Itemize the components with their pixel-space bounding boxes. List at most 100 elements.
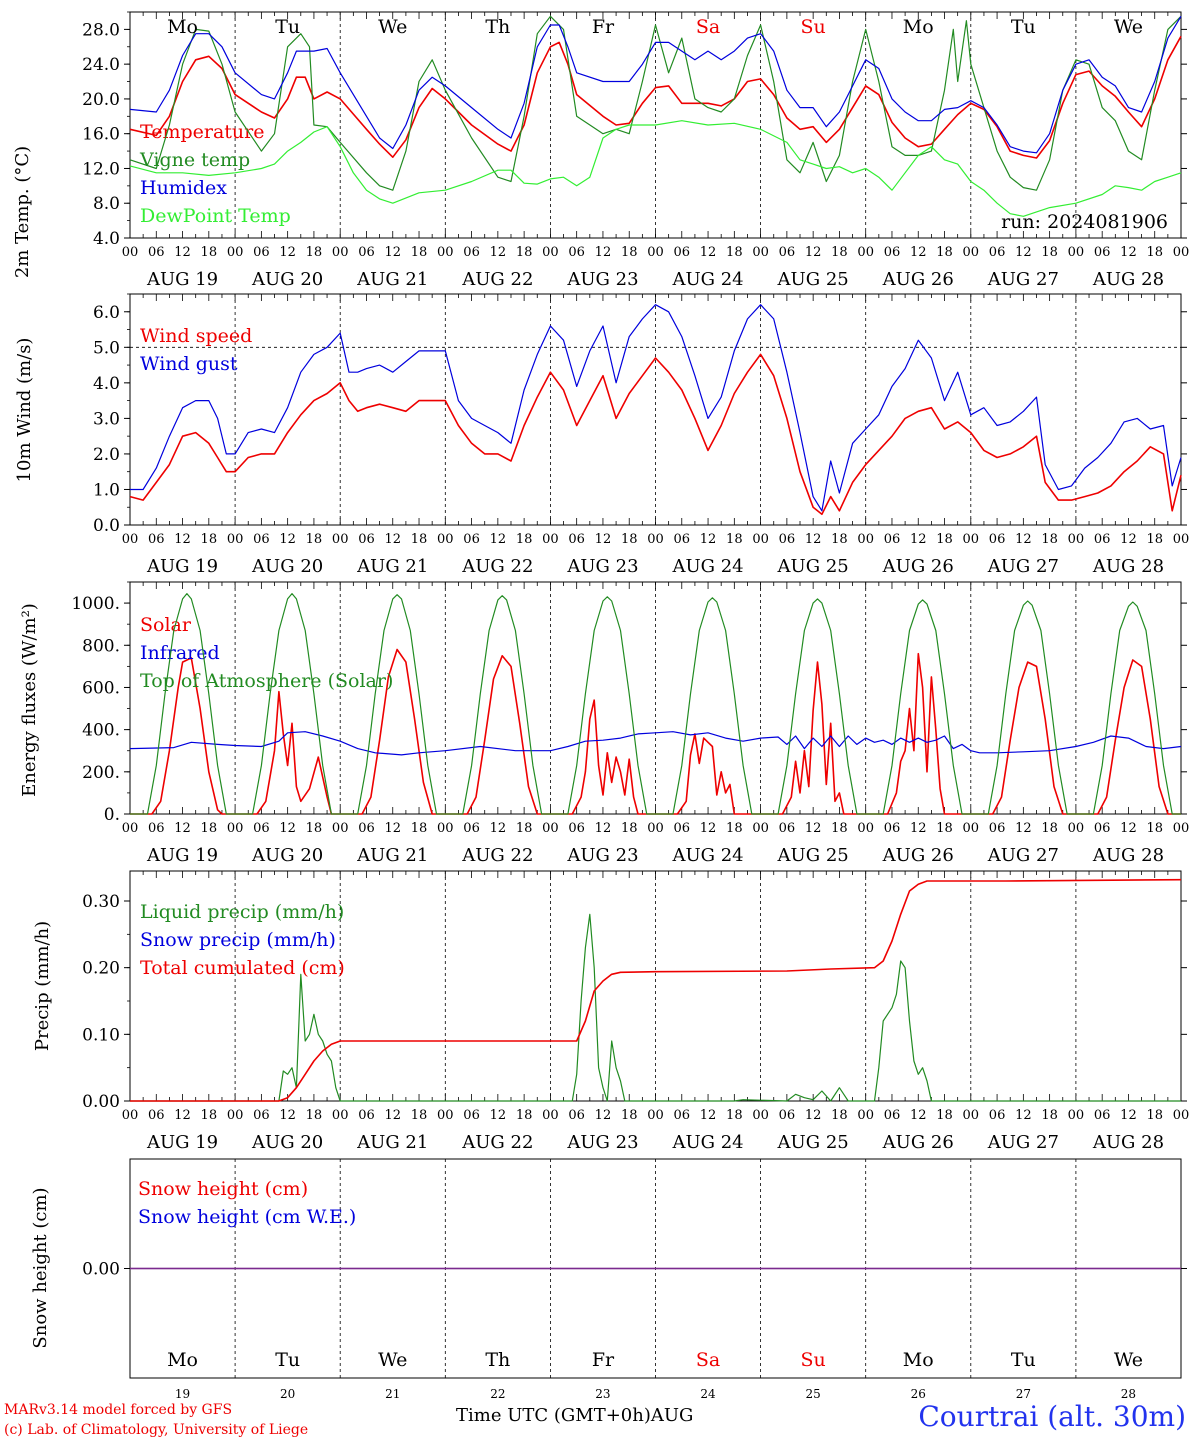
day-number-label: 27	[1016, 1387, 1031, 1401]
legend-entry: Humidex	[140, 177, 227, 199]
x-hour-label: 00	[1173, 532, 1190, 547]
x-hour-label: 12	[490, 532, 507, 547]
x-date-label: AUG 26	[882, 556, 954, 577]
x-hour-label: 18	[411, 532, 428, 547]
x-hour-label: 18	[621, 532, 638, 547]
x-hour-label: 18	[306, 1108, 323, 1123]
x-hour-label: 00	[332, 821, 349, 836]
x-hour-label: 06	[463, 245, 480, 260]
legend-entry: Vigne temp	[139, 149, 250, 171]
x-hour-label: 06	[463, 1108, 480, 1123]
x-hour-label: 18	[201, 532, 218, 547]
legend-entry: DewPoint Temp	[140, 205, 291, 227]
x-hour-label: 00	[752, 821, 769, 836]
x-hour-label: 06	[568, 1108, 585, 1123]
x-hour-label: 12	[910, 532, 927, 547]
x-hour-label: 18	[411, 1108, 428, 1123]
weekday-label: Su	[801, 16, 826, 38]
x-date-label: AUG 19	[146, 845, 218, 866]
credit-lab: (c) Lab. of Climatology, University of L…	[4, 1422, 309, 1438]
x-hour-label: 18	[936, 1108, 953, 1123]
x-hour-label: 12	[384, 245, 401, 260]
day-number-label: 20	[280, 1387, 295, 1401]
y-tick-label: 1.0	[93, 480, 120, 500]
weekday-label: Mo	[167, 1349, 198, 1371]
x-hour-label: 12	[490, 821, 507, 836]
x-hour-label: 12	[1015, 1108, 1032, 1123]
x-hour-label: 00	[542, 532, 559, 547]
x-hour-label: 06	[463, 532, 480, 547]
x-hour-label: 00	[227, 1108, 244, 1123]
x-hour-label: 00	[437, 245, 454, 260]
x-hour-label: 18	[1146, 1108, 1163, 1123]
y-axis-title: 10m Wind (m/s)	[14, 338, 35, 483]
x-axis-label: Time UTC (GMT+0h)AUG	[456, 1405, 693, 1426]
weekday-label: Tu	[1011, 16, 1036, 38]
weekday-label: Th	[485, 16, 510, 38]
series-line-total-cumulated-cm-	[130, 878, 1182, 1102]
credit-model: MARv3.14 model forced by GFS	[4, 1402, 233, 1418]
x-hour-label: 06	[253, 532, 270, 547]
series-line-solar	[130, 648, 1181, 815]
x-hour-label: 00	[963, 245, 980, 260]
x-hour-label: 18	[516, 532, 533, 547]
weekday-label: Su	[801, 1349, 826, 1371]
x-date-label: AUG 24	[671, 1132, 743, 1153]
x-hour-label: 06	[674, 532, 691, 547]
x-hour-label: 12	[595, 245, 612, 260]
x-hour-label: 06	[674, 821, 691, 836]
x-hour-label: 06	[148, 821, 165, 836]
x-hour-label: 00	[542, 821, 559, 836]
x-date-label: AUG 28	[1092, 269, 1164, 290]
y-tick-label: 4.0	[93, 229, 120, 249]
x-hour-label: 18	[1041, 1108, 1058, 1123]
day-number-label: 26	[911, 1387, 926, 1401]
y-tick-label: 0.30	[82, 892, 120, 912]
run-label: run: 2024081906	[1001, 211, 1168, 233]
credits: MARv3.14 model forced by GFS (c) Lab. of…	[4, 1400, 308, 1440]
x-hour-label: 12	[1120, 1108, 1137, 1123]
series-line-liquid-precip-mm-h-	[130, 913, 1181, 1102]
weekday-label: Tu	[275, 16, 300, 38]
x-hour-label: 12	[1120, 532, 1137, 547]
x-hour-label: 00	[857, 532, 874, 547]
x-hour-label: 12	[279, 245, 296, 260]
x-hour-label: 06	[463, 821, 480, 836]
x-hour-label: 18	[831, 821, 848, 836]
weekday-label: Tu	[1011, 1349, 1036, 1371]
x-hour-label: 00	[1173, 245, 1190, 260]
weekday-label: Sa	[696, 1349, 720, 1371]
x-hour-label: 06	[884, 1108, 901, 1123]
x-hour-label: 18	[621, 821, 638, 836]
x-hour-label: 00	[437, 1108, 454, 1123]
x-hour-label: 18	[1146, 532, 1163, 547]
series-line-wind-speed	[129, 353, 1182, 516]
x-hour-label: 00	[1173, 821, 1190, 836]
x-hour-label: 06	[674, 1108, 691, 1123]
x-date-label: AUG 27	[987, 556, 1059, 577]
x-date-label: AUG 19	[146, 1132, 218, 1153]
x-date-label: AUG 20	[251, 269, 323, 290]
x-hour-label: 06	[358, 1108, 375, 1123]
y-tick-label: 4.0	[93, 374, 120, 394]
y-tick-label: 0.20	[82, 959, 120, 979]
y-tick-label: 24.0	[82, 55, 120, 75]
x-hour-label: 06	[989, 532, 1006, 547]
x-hour-label: 06	[148, 245, 165, 260]
x-hour-label: 12	[384, 821, 401, 836]
x-hour-label: 06	[989, 1108, 1006, 1123]
x-date-label: AUG 25	[777, 1132, 849, 1153]
y-tick-label: 12.0	[82, 159, 120, 179]
x-date-label: AUG 20	[251, 1132, 323, 1153]
weekday-label: We	[378, 16, 407, 38]
series-line-humidex	[129, 15, 1182, 154]
y-tick-label: 1000.	[71, 594, 120, 614]
x-date-label: AUG 27	[987, 845, 1059, 866]
y-tick-label: 0.00	[82, 1260, 120, 1280]
day-number-label: 22	[490, 1387, 505, 1401]
x-hour-label: 12	[910, 245, 927, 260]
x-date-label: AUG 27	[987, 269, 1059, 290]
x-hour-label: 00	[1068, 245, 1085, 260]
x-date-label: AUG 25	[777, 269, 849, 290]
